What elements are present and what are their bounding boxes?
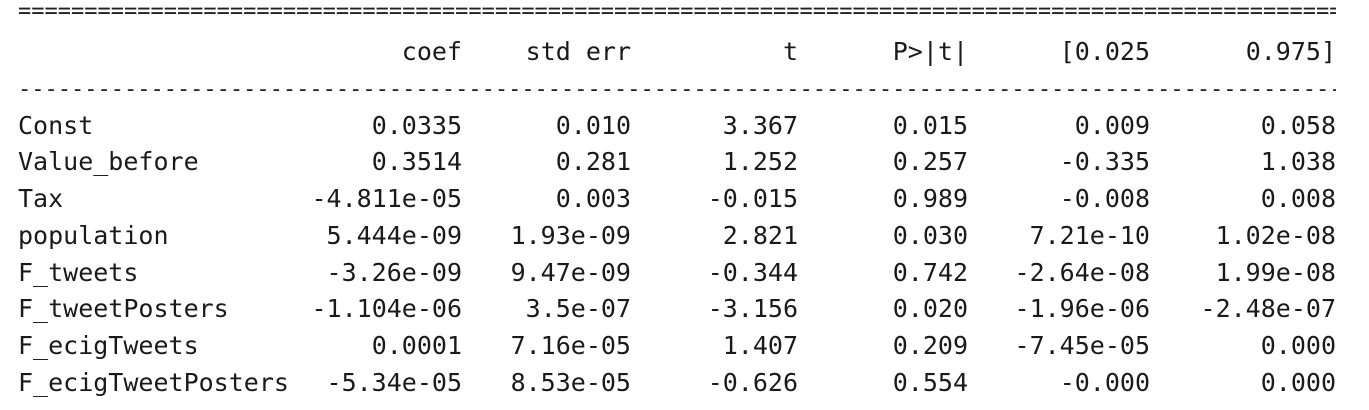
- cell-ci-low: 7.21e-10: [1029, 221, 1150, 250]
- cell-t: -3.156: [707, 294, 798, 323]
- table-row: F_ecigTweets 0.0001 7.16e-05 1.407 0.209…: [0, 330, 1369, 362]
- header-p: P>|t|: [892, 37, 968, 66]
- table-row: F_tweetPosters -1.104e-06 3.5e-07 -3.156…: [0, 293, 1369, 325]
- cell-ci-low: -7.45e-05: [1014, 331, 1150, 360]
- cell-ci-high: 0.008: [1260, 184, 1336, 213]
- cell-ci-low: -2.64e-08: [1014, 258, 1150, 287]
- cell-t: -0.015: [707, 184, 798, 213]
- cell-coef: 5.444e-09: [326, 221, 462, 250]
- cell-p: 0.554: [892, 368, 968, 397]
- cell-t: 1.407: [722, 331, 798, 360]
- row-name: F_ecigTweetPosters: [18, 368, 289, 397]
- cell-t: -0.626: [707, 368, 798, 397]
- cell-coef: 0.0001: [371, 331, 462, 360]
- top-rule: ========================================…: [18, 2, 1336, 22]
- cell-p: 0.209: [892, 331, 968, 360]
- header-ci-high: 0.975]: [1245, 37, 1336, 66]
- table-row: Const 0.0335 0.010 3.367 0.015 0.009 0.0…: [0, 110, 1369, 142]
- cell-ci-high: 1.038: [1260, 147, 1336, 176]
- row-name: Value_before: [18, 147, 199, 176]
- cell-ci-low: -0.008: [1059, 184, 1150, 213]
- cell-std-err: 1.93e-09: [510, 221, 631, 250]
- cell-std-err: 7.16e-05: [510, 331, 631, 360]
- cell-p: 0.257: [892, 147, 968, 176]
- table-row: Value_before 0.3514 0.281 1.252 0.257 -0…: [0, 146, 1369, 178]
- cell-std-err: 9.47e-09: [510, 258, 631, 287]
- cell-t: -0.344: [707, 258, 798, 287]
- cell-coef: 0.0335: [371, 111, 462, 140]
- cell-ci-high: -2.48e-07: [1200, 294, 1336, 323]
- header-std-err: std err: [525, 37, 631, 66]
- cell-std-err: 0.010: [555, 111, 631, 140]
- cell-ci-high: 0.000: [1260, 331, 1336, 360]
- cell-p: 0.015: [892, 111, 968, 140]
- table-row: F_tweets -3.26e-09 9.47e-09 -0.344 0.742…: [0, 257, 1369, 289]
- cell-ci-low: -0.335: [1059, 147, 1150, 176]
- cell-coef: 0.3514: [371, 147, 462, 176]
- cell-ci-low: -1.96e-06: [1014, 294, 1150, 323]
- row-name: population: [18, 221, 169, 250]
- cell-coef: -1.104e-06: [311, 294, 462, 323]
- cell-t: 1.252: [722, 147, 798, 176]
- cell-p: 0.989: [892, 184, 968, 213]
- cell-t: 2.821: [722, 221, 798, 250]
- cell-std-err: 0.281: [555, 147, 631, 176]
- cell-std-err: 0.003: [555, 184, 631, 213]
- row-name: F_tweets: [18, 258, 139, 287]
- cell-coef: -4.811e-05: [311, 184, 462, 213]
- cell-t: 3.367: [722, 111, 798, 140]
- row-name: Const: [18, 111, 94, 140]
- cell-ci-high: 1.02e-08: [1215, 221, 1336, 250]
- table-row: population 5.444e-09 1.93e-09 2.821 0.03…: [0, 220, 1369, 252]
- header-row: coef std err t P>|t| [0.025 0.975]: [0, 36, 1369, 68]
- row-name: Tax: [18, 184, 64, 213]
- cell-ci-high: 0.058: [1260, 111, 1336, 140]
- row-name: F_ecigTweets: [18, 331, 199, 360]
- header-coef: coef: [401, 37, 462, 66]
- table-row: Tax -4.811e-05 0.003 -0.015 0.989 -0.008…: [0, 183, 1369, 215]
- header-ci-low: [0.025: [1059, 37, 1150, 66]
- cell-coef: -5.34e-05: [326, 368, 462, 397]
- header-t: t: [782, 37, 798, 66]
- cell-p: 0.742: [892, 258, 968, 287]
- cell-ci-low: 0.009: [1074, 111, 1150, 140]
- cell-ci-high: 1.99e-08: [1215, 258, 1336, 287]
- cell-p: 0.030: [892, 221, 968, 250]
- table-row: F_ecigTweetPosters -5.34e-05 8.53e-05 -0…: [0, 367, 1369, 399]
- cell-coef: -3.26e-09: [326, 258, 462, 287]
- cell-ci-high: 0.000: [1260, 368, 1336, 397]
- header-rule: ----------------------------------------…: [18, 80, 1336, 100]
- row-name: F_tweetPosters: [18, 294, 229, 323]
- cell-p: 0.020: [892, 294, 968, 323]
- cell-std-err: 8.53e-05: [510, 368, 631, 397]
- cell-ci-low: -0.000: [1059, 368, 1150, 397]
- cell-std-err: 3.5e-07: [525, 294, 631, 323]
